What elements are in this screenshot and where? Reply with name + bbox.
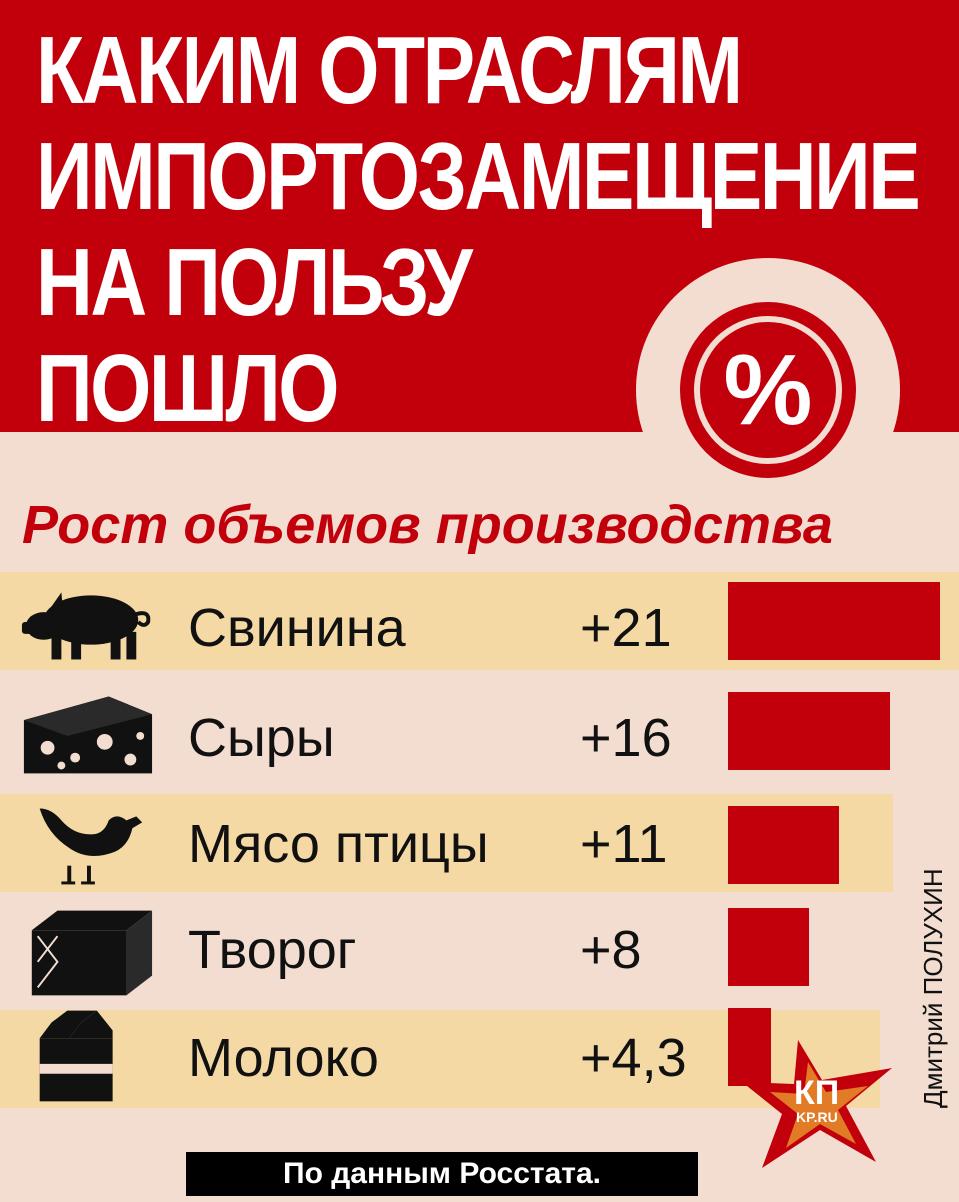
data-label: +8	[580, 920, 642, 980]
data-label: +21	[580, 598, 672, 658]
milk-carton-icon	[39, 1010, 113, 1102]
chart-title: Рост объемов производства	[22, 495, 833, 555]
category-label: Сыры	[188, 708, 335, 768]
title-line: КАКИМ ОТРАСЛЯМ	[36, 17, 743, 124]
chicken-icon	[39, 808, 143, 885]
pig-icon	[21, 592, 151, 660]
title-line: ПОШЛО	[36, 335, 340, 442]
author-credit: Дмитрий ПОЛУХИН	[918, 868, 948, 1108]
source-note: По данным Росстата.	[186, 1152, 698, 1196]
page-title: КАКИМ ОТРАСЛЯМ ИМПОРТОЗАМЕЩЕНИЕ НА ПОЛЬЗ…	[36, 17, 921, 442]
bar	[728, 692, 890, 770]
cottage-cheese-pack-icon	[31, 910, 153, 996]
percent-icon: %	[723, 334, 813, 446]
data-label: +11	[580, 814, 668, 874]
percent-badge: %	[636, 258, 900, 522]
data-label: +16	[580, 708, 672, 768]
bar	[728, 1008, 771, 1086]
logo-site: KP.RU	[796, 1109, 838, 1125]
category-label: Свинина	[188, 598, 406, 658]
title-line: НА ПОЛЬЗУ	[36, 229, 473, 336]
category-label: Мясо птицы	[188, 814, 489, 874]
bar	[728, 582, 940, 660]
title-line: ИМПОРТОЗАМЕЩЕНИЕ	[36, 123, 921, 230]
data-label: +4,3	[580, 1028, 687, 1088]
badge-ring	[700, 322, 836, 458]
category-label: Молоко	[188, 1028, 379, 1088]
bar	[728, 806, 839, 884]
category-label: Творог	[188, 920, 357, 980]
bar	[728, 908, 809, 986]
kp-logo: КП KP.RU	[742, 1040, 892, 1168]
cheese-icon	[23, 696, 153, 774]
logo-brand: КП	[794, 1074, 839, 1112]
